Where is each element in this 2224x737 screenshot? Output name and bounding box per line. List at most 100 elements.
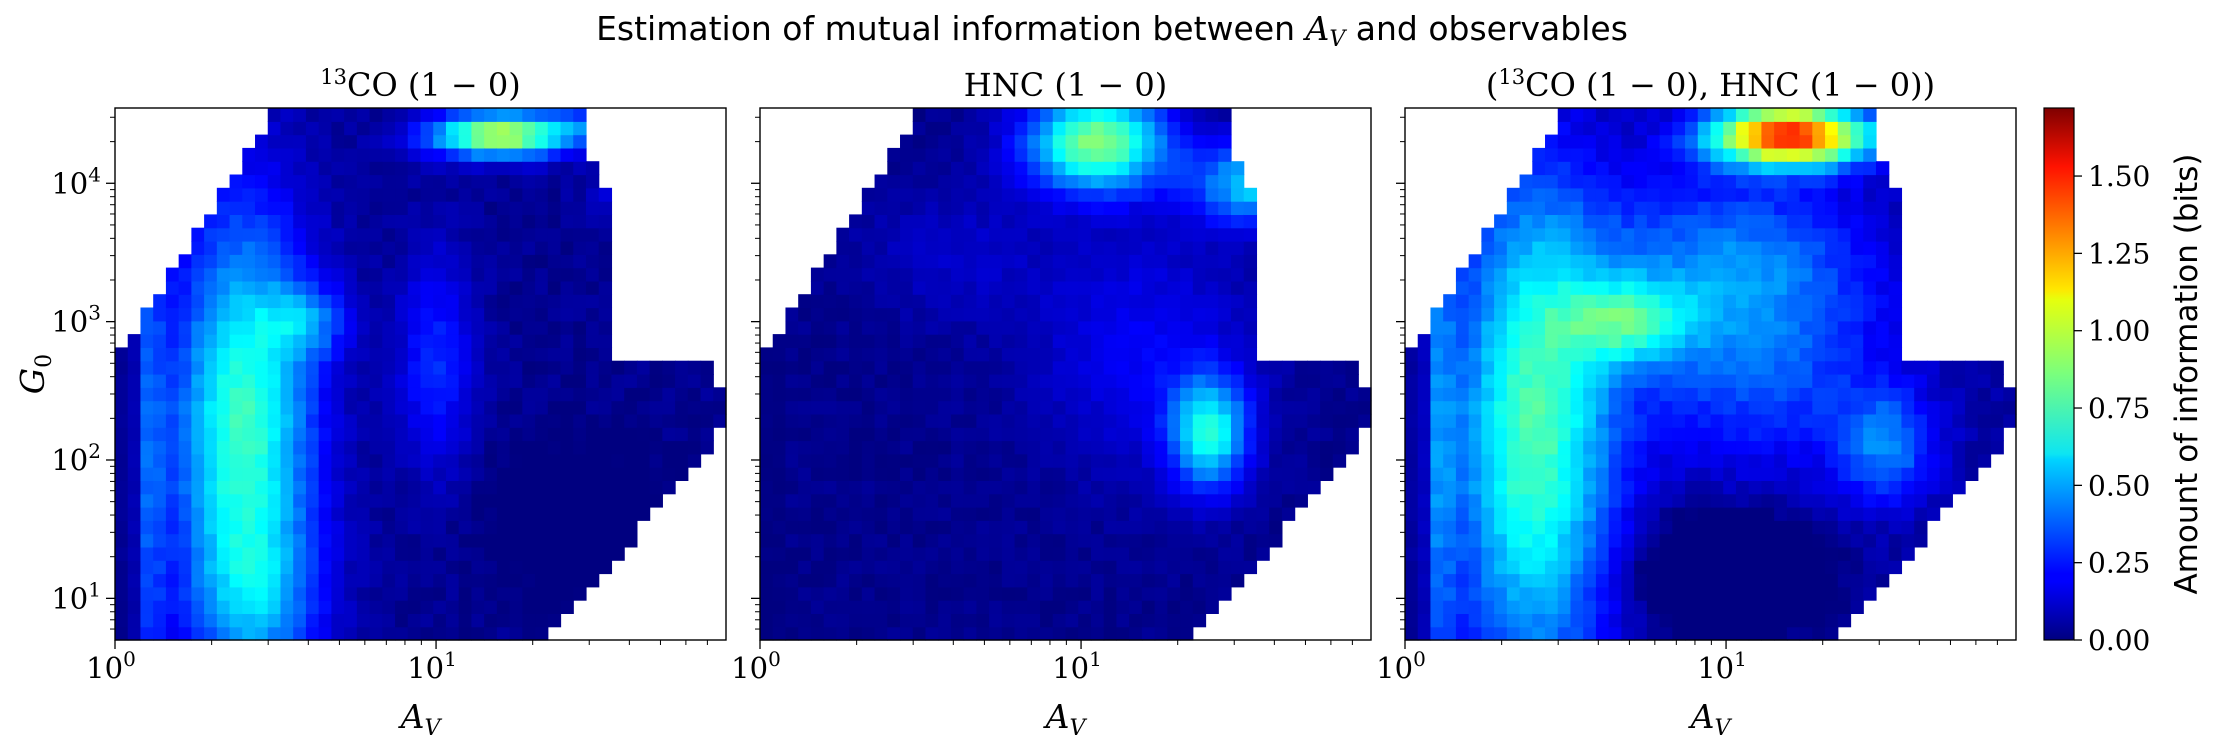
heatmap-cell [989, 241, 1003, 255]
heatmap-cell [938, 320, 952, 335]
heatmap-cell [280, 320, 294, 335]
heatmap-cell [509, 520, 523, 535]
heatmap-cell [823, 400, 837, 415]
heatmap-cell [1468, 586, 1482, 601]
heatmap-cell [1494, 467, 1508, 481]
heatmap-cell [471, 453, 485, 468]
heatmap-cell [1710, 161, 1724, 176]
heatmap-cell [1040, 533, 1054, 548]
heatmap-cell [772, 600, 787, 614]
heatmap-cell [216, 347, 231, 362]
heatmap-cell [1863, 573, 1877, 588]
heatmap-cell [1129, 280, 1143, 295]
heatmap-cell [1052, 201, 1067, 215]
heatmap-cell [522, 161, 536, 176]
heatmap-cell [1634, 387, 1648, 402]
heatmap-cell [1723, 413, 1737, 428]
heatmap-cell [267, 387, 282, 402]
heatmap-cell [950, 520, 965, 535]
panel-title-13co: 13CO (1 − 0) [320, 65, 520, 104]
heatmap-cell [1799, 360, 1813, 375]
heatmap-cell [535, 294, 549, 309]
heatmap-cell [950, 267, 965, 282]
heatmap-cell [331, 241, 345, 255]
heatmap-cell [1443, 467, 1457, 481]
heatmap-cell [255, 347, 269, 362]
heatmap-cell [1939, 453, 1953, 468]
heatmap-cell [509, 241, 523, 255]
heatmap-cell [585, 214, 600, 229]
heatmap-cell [115, 586, 129, 601]
heatmap-cell [191, 400, 205, 415]
heatmap-cell [1850, 573, 1864, 588]
heatmap-cell [585, 413, 600, 428]
heatmap-cell [1646, 267, 1661, 282]
heatmap-cell [305, 586, 320, 601]
heatmap-cell [1672, 320, 1686, 335]
heatmap-cell [293, 267, 307, 282]
heatmap-cell [950, 108, 965, 122]
heatmap-cell [242, 413, 256, 428]
heatmap-cell [471, 440, 485, 455]
heatmap-cell [1405, 507, 1419, 521]
heatmap-cell [153, 586, 167, 601]
heatmap-cell [938, 573, 952, 588]
heatmap-cell [1027, 573, 1041, 588]
heatmap-cell [1141, 134, 1156, 149]
heatmap-cell [255, 307, 269, 322]
heatmap-cell [1405, 520, 1419, 535]
heatmap-cell [1825, 560, 1839, 575]
heatmap-cell [178, 334, 192, 348]
heatmap-cell [165, 560, 180, 575]
heatmap-cell [1468, 427, 1482, 442]
heatmap-cell [1154, 121, 1168, 136]
heatmap-cell [216, 440, 231, 455]
heatmap-cell [1888, 374, 1903, 388]
heatmap-cell [1685, 626, 1699, 641]
heatmap-cell [912, 507, 927, 521]
heatmap-cell [471, 573, 485, 588]
heatmap-cell [1532, 294, 1546, 309]
heatmap-cell [1205, 546, 1219, 561]
heatmap-cell [1748, 174, 1763, 189]
heatmap-cell [861, 267, 876, 282]
heatmap-cell [1141, 108, 1156, 122]
heatmap-cell [318, 347, 332, 362]
heatmap-cell [496, 294, 511, 309]
heatmap-cell [1646, 187, 1661, 202]
heatmap-cell [1430, 533, 1444, 548]
heatmap-cell [1608, 108, 1622, 122]
heatmap-cell [1519, 360, 1533, 375]
heatmap-cell [1532, 600, 1546, 614]
heatmap-cell [1837, 334, 1852, 348]
heatmap-cell [1269, 413, 1283, 428]
heatmap-cell [1103, 147, 1118, 162]
heatmap-cell [509, 533, 523, 548]
heatmap-cell [1192, 187, 1207, 202]
heatmap-cell [242, 334, 256, 348]
heatmap-cell [318, 161, 332, 176]
heatmap-cell [331, 533, 345, 548]
heatmap-cell [624, 467, 638, 481]
heatmap-cell [1710, 533, 1724, 548]
heatmap-cell [798, 294, 812, 309]
heatmap-cell [1443, 533, 1457, 548]
heatmap-cell [1001, 320, 1016, 335]
heatmap-cell [382, 227, 396, 242]
heatmap-cell [369, 600, 383, 614]
heatmap-cell [242, 546, 256, 561]
heatmap-cell [395, 626, 409, 641]
heatmap-cell [305, 427, 320, 442]
heatmap-cell [1040, 121, 1054, 136]
heatmap-cell [1583, 227, 1597, 242]
heatmap-cell [1735, 453, 1750, 468]
heatmap-cell [950, 254, 965, 269]
heatmap-cell [1685, 586, 1699, 601]
heatmap-cell [900, 507, 914, 521]
heatmap-cell [369, 586, 383, 601]
heatmap-cell [216, 374, 231, 388]
heatmap-cell [1494, 626, 1508, 641]
heatmap-cell [471, 626, 485, 641]
heatmap-cell [165, 334, 180, 348]
